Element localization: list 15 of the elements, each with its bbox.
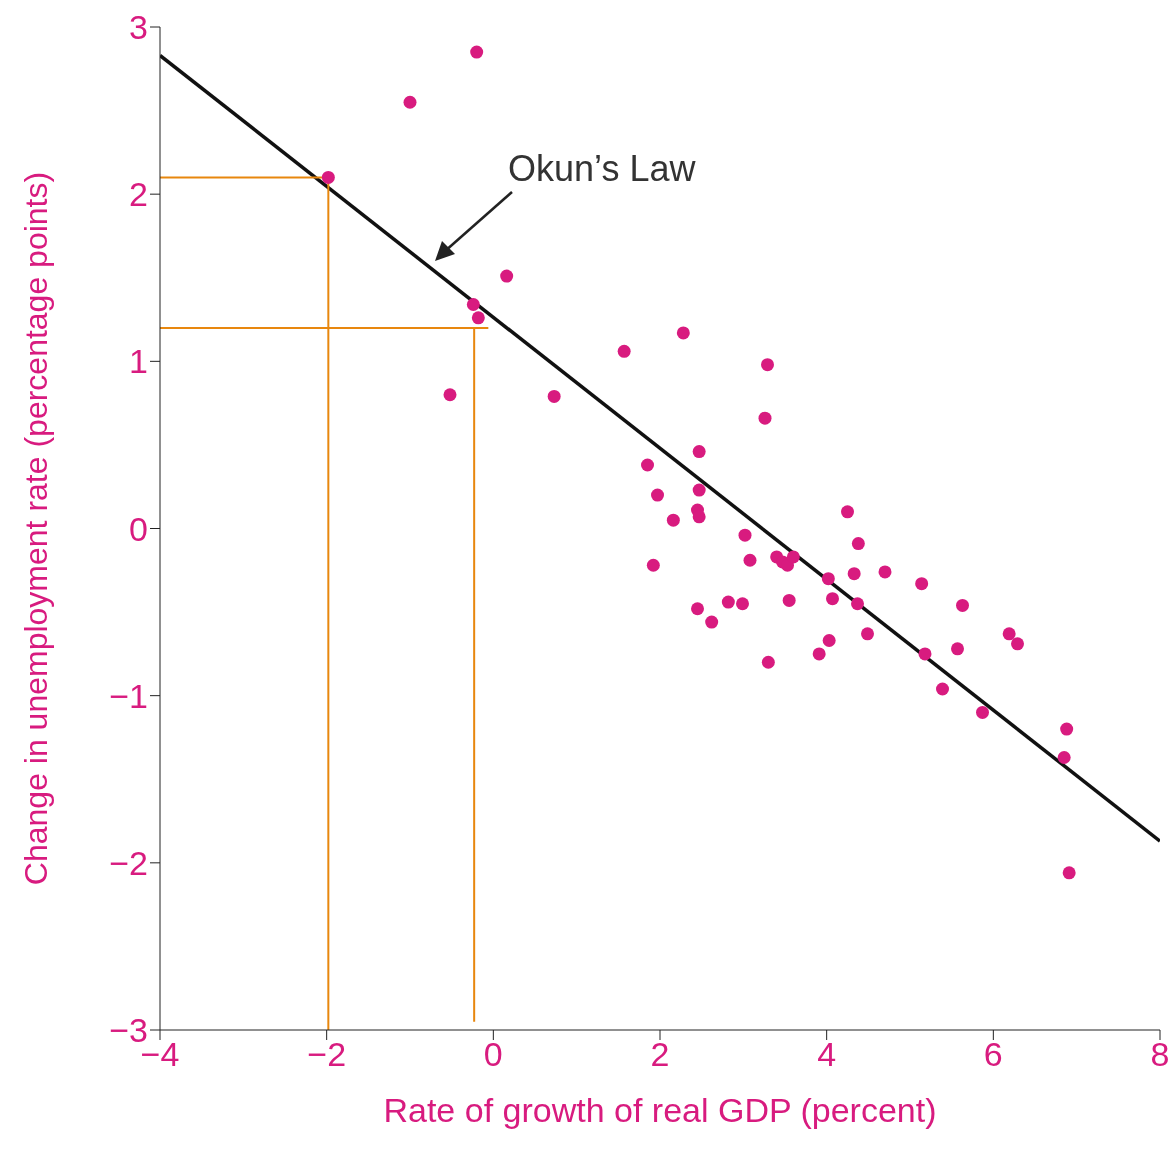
y-tick-label: 0 (129, 509, 148, 548)
y-tick-label: −1 (109, 676, 148, 715)
x-tick-label: 6 (983, 1035, 1003, 1074)
y-tick-label: 2 (129, 175, 148, 214)
x-tick-label: −2 (307, 1035, 347, 1074)
x-tick-label: 8 (1150, 1035, 1170, 1074)
x-axis-title: Rate of growth of real GDP (percent) (383, 1091, 937, 1129)
y-axis-title: Change in unemployment rate (percentage points) (18, 171, 55, 886)
y-tick-label: −2 (109, 843, 148, 882)
y-tick-label: 3 (129, 8, 148, 47)
y-tick-label: 1 (129, 342, 148, 381)
x-tick-label: 2 (650, 1035, 670, 1074)
x-tick-label: 0 (483, 1035, 503, 1074)
annotation: Okun’s Law (508, 148, 696, 190)
x-tick-label: 4 (817, 1035, 837, 1074)
